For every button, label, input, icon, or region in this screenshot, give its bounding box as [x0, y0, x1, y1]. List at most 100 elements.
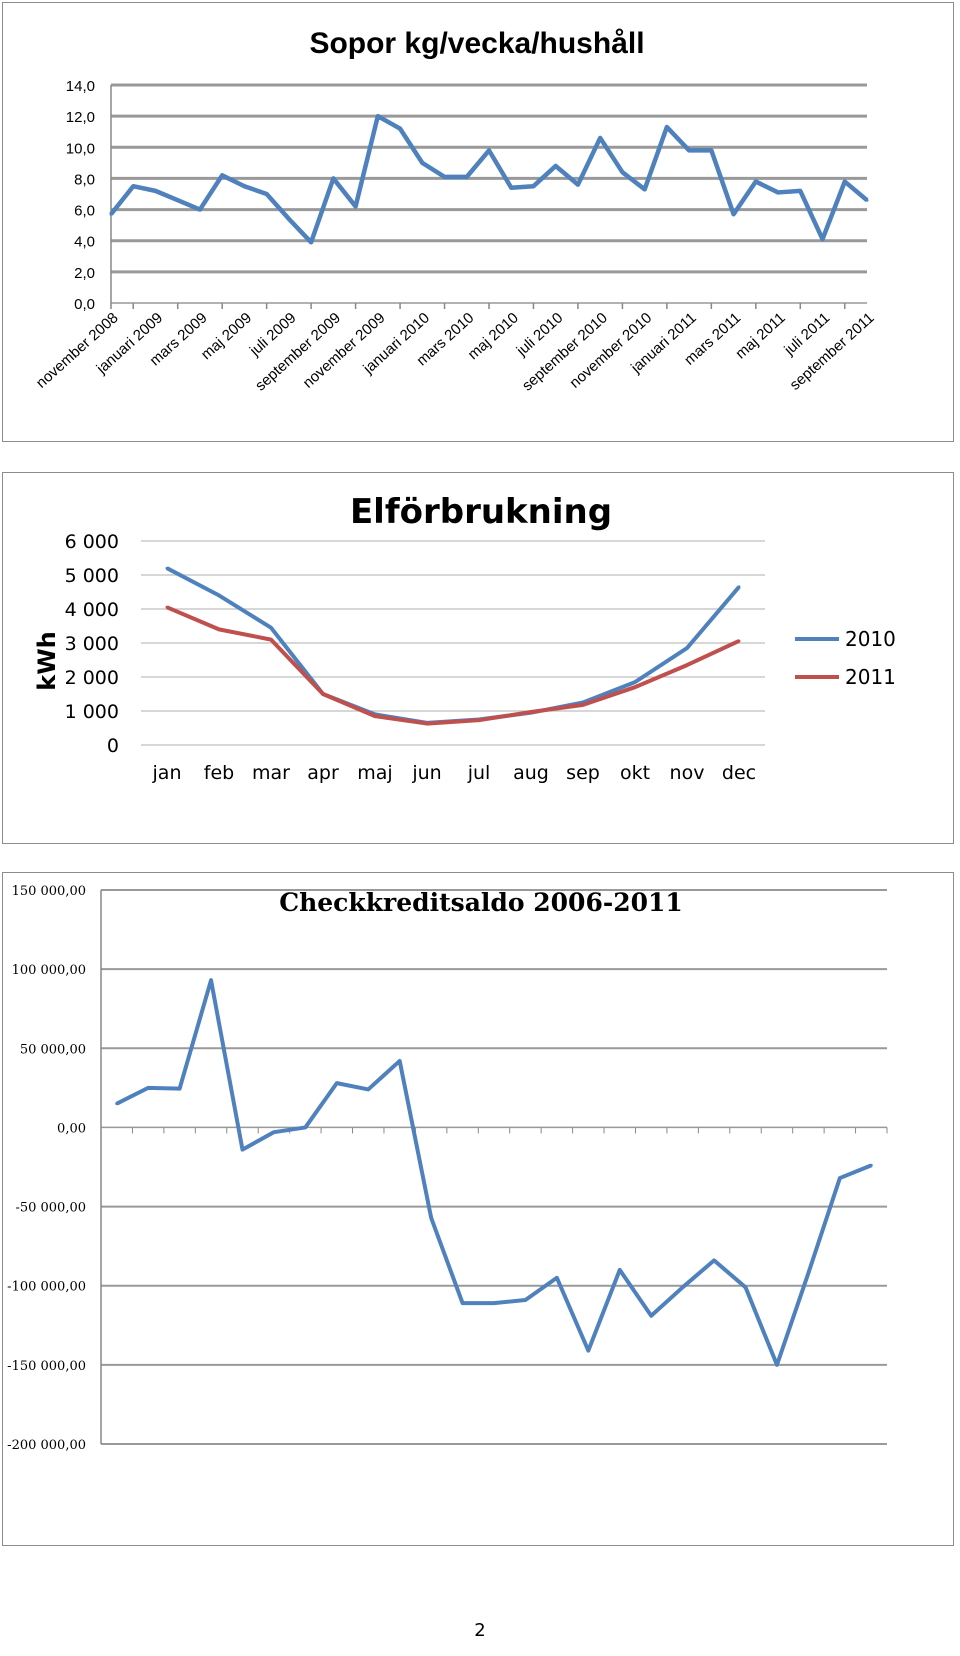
data-point	[681, 1285, 685, 1289]
data-point	[131, 184, 135, 188]
data-point	[523, 1298, 527, 1302]
data-point	[465, 175, 469, 179]
data-point	[420, 161, 424, 165]
data-point	[618, 1268, 622, 1272]
x-tick-label: dec	[722, 762, 756, 784]
data-point	[798, 189, 802, 193]
series-line-2010	[166, 566, 741, 725]
data-point	[643, 187, 647, 191]
y-tick-label: -150 000,00	[7, 1359, 86, 1374]
y-tick-label: 6,0	[74, 203, 95, 220]
x-tick-label: aug	[513, 762, 549, 784]
y-tick-label: 8,0	[74, 171, 95, 188]
y-tick-label: 14,0	[66, 78, 95, 95]
data-point	[709, 148, 713, 152]
page-number: 2	[474, 1620, 486, 1641]
chart-checkkredit: Checkkreditsaldo 2006-2011 150 000,00 100…	[2, 872, 954, 1546]
data-point	[425, 722, 429, 726]
chart-sopor: Sopor kg/vecka/hushåll 14,0 12,0 10,0 8,0 6,…	[2, 2, 954, 442]
data-point	[272, 1130, 276, 1134]
data-point	[146, 1086, 150, 1090]
data-point	[487, 148, 491, 152]
data-point	[865, 198, 869, 202]
data-point	[598, 136, 602, 140]
data-point	[242, 184, 246, 188]
y-tick-label: 1 000	[65, 701, 119, 723]
data-point	[287, 217, 291, 221]
y-tick-label: 12,0	[66, 109, 95, 126]
y-tick-label: 50 000,00	[20, 1042, 86, 1057]
chart-sopor-svg: Sopor kg/vecka/hushåll 14,0 12,0 10,0 8,0 6,…	[33, 27, 878, 395]
data-point	[269, 638, 273, 642]
y-tick-label: -200 000,00	[7, 1438, 86, 1453]
data-point	[492, 1301, 496, 1305]
data-point	[554, 164, 558, 168]
data-point	[321, 692, 325, 696]
y-tick-label: 6 000	[65, 531, 119, 553]
data-point	[209, 978, 213, 982]
data-point	[398, 127, 402, 131]
data-point	[687, 148, 691, 152]
x-tick-label: maj 2011	[732, 309, 788, 362]
data-point	[443, 175, 447, 179]
y-axis-label: kWh	[33, 631, 61, 691]
data-point	[685, 646, 689, 650]
data-point	[240, 1148, 244, 1152]
data-point	[576, 183, 580, 187]
data-point	[335, 1081, 339, 1085]
data-point	[217, 627, 221, 631]
data-point	[555, 1276, 559, 1280]
data-point	[165, 566, 169, 570]
data-point	[269, 626, 273, 630]
data-point	[354, 204, 358, 208]
data-point	[115, 1102, 119, 1106]
data-point	[398, 1059, 402, 1063]
y-tick-label: 4,0	[74, 234, 95, 251]
legend-label: 2010	[845, 627, 896, 651]
x-tick-label: okt	[620, 762, 650, 784]
data-point	[712, 1258, 716, 1262]
data-point	[429, 1216, 433, 1220]
y-tick-label: 5 000	[65, 565, 119, 587]
data-point	[109, 212, 113, 216]
x-tick-label: maj	[357, 762, 392, 784]
series-line	[115, 978, 873, 1367]
chart-checkkredit-svg: Checkkreditsaldo 2006-2011 150 000,00 100…	[7, 884, 888, 1453]
data-point	[366, 1087, 370, 1091]
data-point	[633, 685, 637, 689]
data-point	[838, 1176, 842, 1180]
data-point	[477, 718, 481, 722]
data-point	[176, 198, 180, 202]
y-tick-label: 3 000	[65, 633, 119, 655]
data-point	[529, 710, 533, 714]
series-line-2011	[166, 605, 740, 726]
data-point	[806, 1271, 810, 1275]
data-point	[331, 176, 335, 180]
data-point	[198, 208, 202, 212]
chart-elforbrukning-svg: Elförbrukning kWh 6 000 5 000 4 000 3 000 2 …	[33, 492, 896, 784]
y-tick-label: 2,0	[74, 265, 95, 282]
data-point	[732, 212, 736, 216]
data-point	[843, 180, 847, 184]
data-point	[153, 189, 157, 193]
data-point	[665, 125, 669, 129]
data-point	[776, 190, 780, 194]
data-point	[220, 173, 224, 177]
data-point	[265, 192, 269, 196]
data-point	[461, 1301, 465, 1305]
data-point	[303, 1125, 307, 1129]
y-tick-label: -50 000,00	[15, 1201, 86, 1216]
x-tick-label: jun	[411, 762, 441, 784]
y-tick-label: 10,0	[66, 140, 95, 157]
data-point	[754, 180, 758, 184]
x-tick-label: feb	[204, 762, 234, 784]
data-point	[586, 1349, 590, 1353]
data-point	[531, 184, 535, 188]
data-point	[821, 237, 825, 241]
chart-title: Sopor kg/vecka/hushåll	[309, 27, 644, 60]
chart-elforbrukning: Elförbrukning kWh 6 000 5 000 4 000 3 000 2 …	[2, 472, 954, 844]
chart-title: Checkkreditsaldo 2006-2011	[279, 888, 683, 917]
y-tick-label: 2 000	[65, 667, 119, 689]
data-point	[373, 714, 377, 718]
x-tick-label: mar	[252, 762, 290, 784]
